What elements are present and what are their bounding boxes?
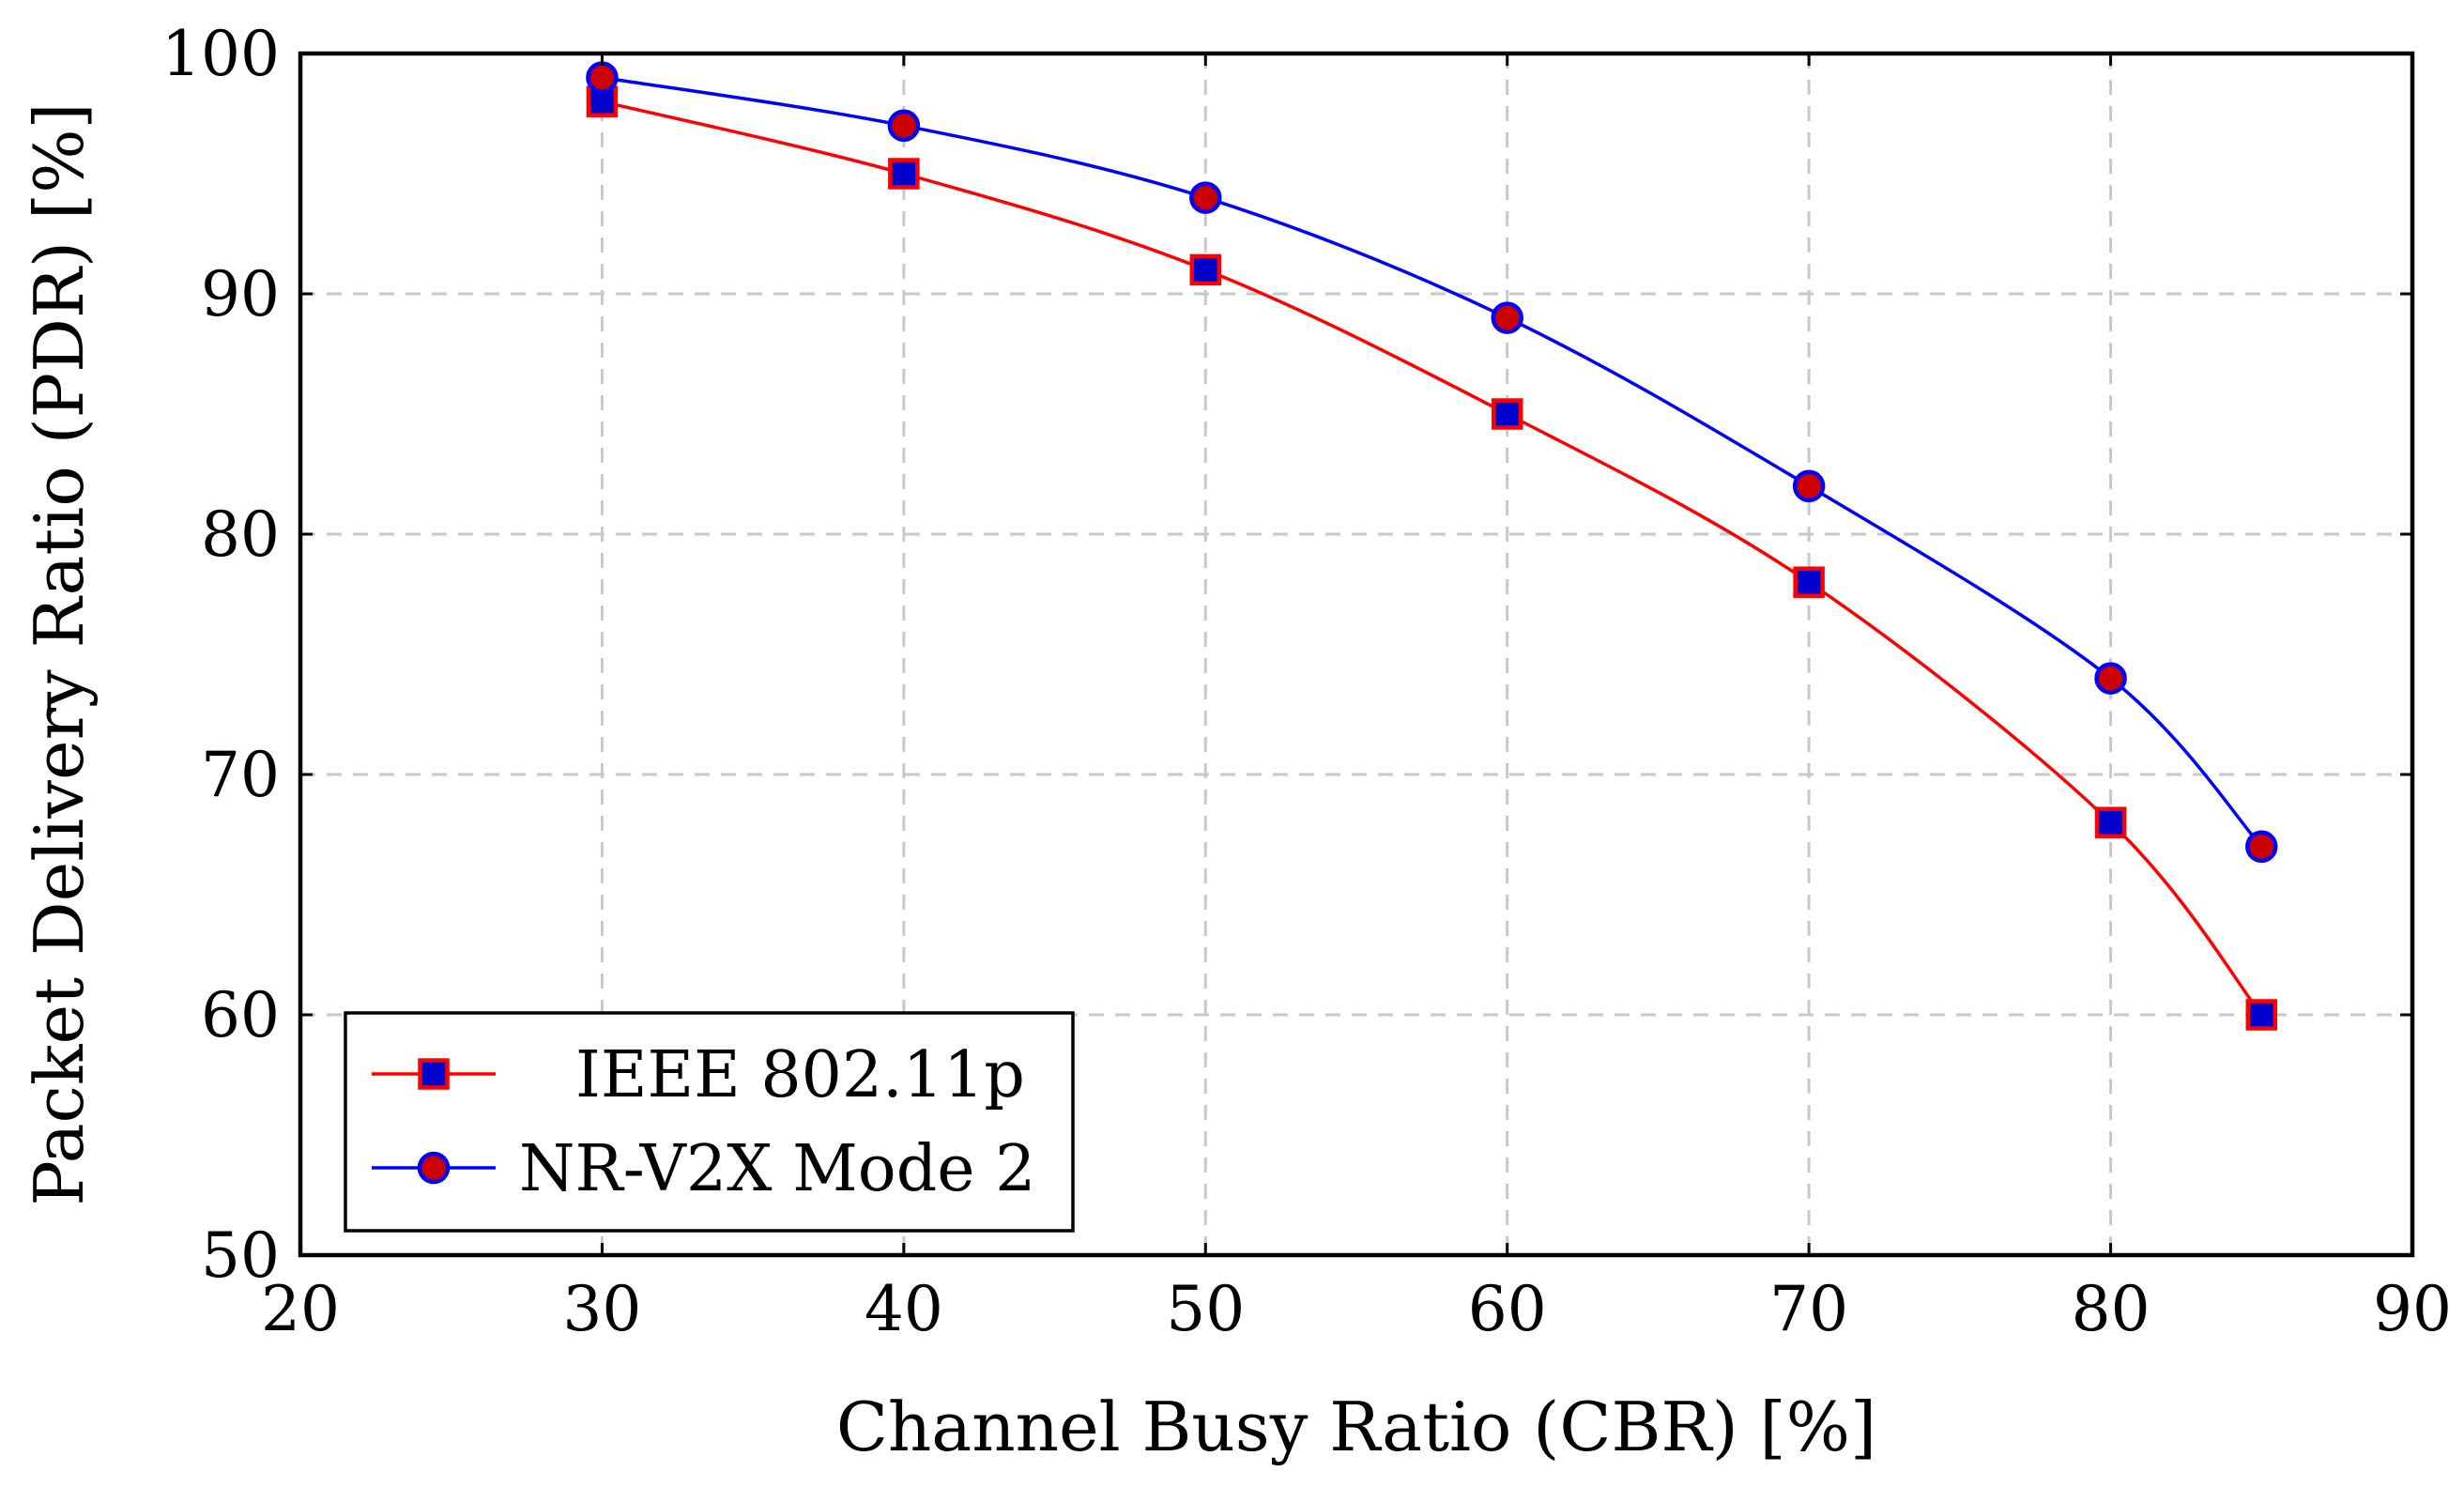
data-point	[586, 61, 619, 94]
series-layer	[586, 61, 2278, 1031]
data-point	[2094, 806, 2127, 838]
x-tick-label: 90	[2373, 1273, 2452, 1345]
data-point	[2245, 999, 2278, 1031]
x-tick-label: 30	[562, 1273, 641, 1345]
y-tick-label: 90	[201, 258, 280, 330]
axis-ticks: 20 30 40 50 60 70 80 90 50 60 70 80 90 100	[161, 18, 2452, 1345]
legend: IEEE 802.11p NR-V2X Mode 2	[344, 1011, 1075, 1233]
data-point	[1189, 181, 1222, 214]
data-point	[1491, 301, 1523, 334]
x-tick-label: 50	[1166, 1273, 1245, 1345]
x-axis-label: Channel Busy Ratio (CBR) [%]	[836, 1387, 1876, 1466]
data-point	[1792, 469, 1826, 503]
y-axis-label: Packet Delivery Ratio (PDR) [%]	[20, 102, 99, 1205]
series-2	[586, 61, 2278, 864]
legend-entry: IEEE 802.11p	[372, 1038, 1025, 1112]
legend-label: NR-V2X Mode 2	[519, 1132, 1035, 1206]
x-tick-label: 80	[2072, 1273, 2150, 1345]
y-tick-label: 100	[161, 18, 280, 90]
legend-marker	[418, 1058, 450, 1090]
series-1	[586, 85, 2278, 1031]
series-line	[602, 75, 2263, 848]
data-point	[1189, 253, 1222, 286]
data-point	[2094, 662, 2127, 695]
series-line	[602, 100, 2263, 1017]
data-point	[1793, 566, 1825, 598]
x-tick-label: 70	[1769, 1273, 1848, 1345]
plot-frame	[298, 51, 2415, 1258]
x-tick-label: 40	[865, 1273, 943, 1345]
data-point	[887, 109, 921, 143]
data-point	[2245, 830, 2278, 864]
y-tick-label: 60	[201, 979, 280, 1051]
legend-label: IEEE 802.11p	[575, 1038, 1025, 1112]
x-tick-label: 20	[261, 1273, 340, 1345]
y-tick-label: 70	[201, 739, 280, 811]
legend-box	[344, 1011, 1075, 1233]
data-point	[1491, 398, 1523, 430]
data-point	[888, 158, 920, 190]
x-tick-label: 60	[1468, 1273, 1547, 1345]
legend-entry: NR-V2X Mode 2	[372, 1132, 1035, 1206]
legend-marker	[417, 1151, 451, 1185]
y-tick-label: 50	[201, 1219, 280, 1292]
y-tick-label: 80	[201, 498, 280, 571]
